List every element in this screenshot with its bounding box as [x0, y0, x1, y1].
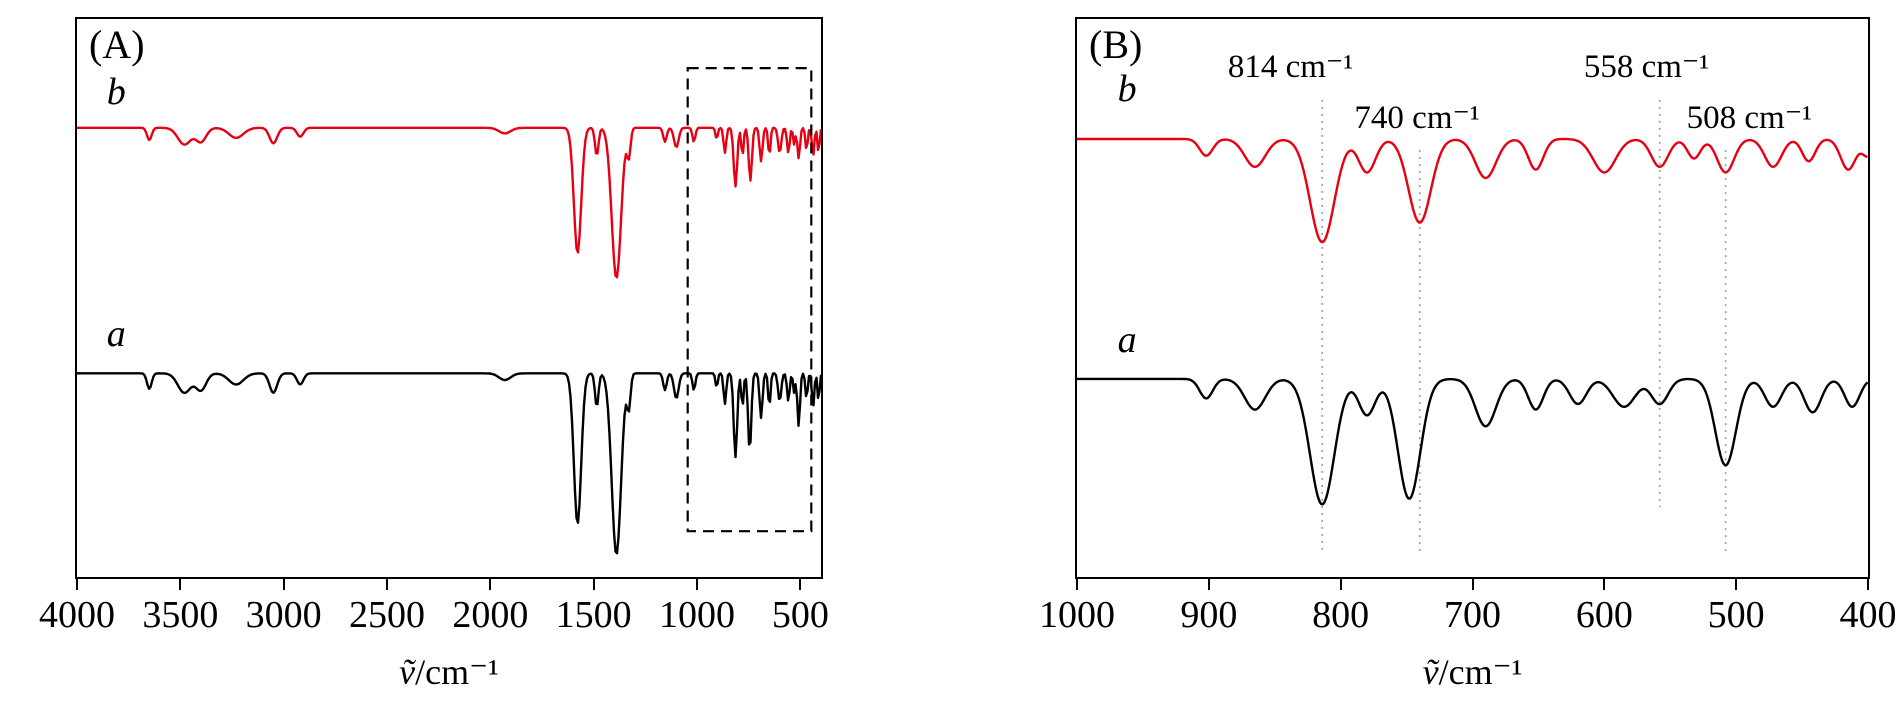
- wavenumber-unit: /cm⁻¹: [415, 652, 499, 692]
- x-tick-label: 600: [1575, 594, 1633, 636]
- panel-a-x-axis-title: ṽ/cm⁻¹: [75, 651, 823, 693]
- x-tick-label: 500: [1707, 594, 1765, 636]
- spectrum-curve-b: [77, 126, 821, 279]
- x-tick-mark: [1471, 579, 1474, 590]
- x-tick-mark: [1735, 579, 1738, 590]
- x-tick-label: 700: [1444, 594, 1501, 636]
- annotation-label-740: 740 cm⁻¹: [1354, 99, 1480, 136]
- x-tick-mark: [1867, 579, 1869, 590]
- series-label-a: a: [106, 313, 126, 356]
- annotation-label-814: 814 cm⁻¹: [1227, 49, 1354, 86]
- x-tick-mark: [696, 579, 698, 590]
- wavenumber-unit: /cm⁻¹: [1438, 652, 1523, 692]
- series-label-b: b: [106, 70, 126, 113]
- series-label-b: b: [1117, 67, 1137, 110]
- x-tick-label: 500: [771, 594, 829, 636]
- x-tick-mark: [386, 579, 388, 590]
- x-tick-label: 2500: [349, 594, 425, 636]
- panel-b-spectra-svg: [1077, 99, 1868, 552]
- x-tick-mark: [1339, 579, 1342, 590]
- series-label-a: a: [1117, 318, 1137, 361]
- panel-b: (B) 814 cm⁻¹ 740 cm⁻¹ 558 cm⁻¹ 508 cm⁻¹ b a ṽ…: [1039, 17, 1897, 707]
- spectrum-curve-a: [1077, 377, 1868, 506]
- x-tick-mark: [179, 579, 182, 590]
- x-tick-label: 1000: [1039, 594, 1115, 636]
- x-tick-label: 900: [1180, 594, 1238, 636]
- x-tick-mark: [799, 579, 802, 590]
- panel-a-spectra-svg: [77, 66, 821, 555]
- x-tick-label: 3500: [142, 594, 219, 636]
- x-tick-label: 3000: [245, 594, 322, 636]
- x-tick-label: 4000: [39, 594, 115, 636]
- x-tick-mark: [1603, 579, 1606, 590]
- panel-b-tag: (B): [1089, 22, 1143, 67]
- panel-b-x-axis-title: ṽ/cm⁻¹: [1075, 651, 1870, 693]
- x-tick-label: 400: [1839, 594, 1897, 636]
- x-tick-label: 1000: [659, 594, 735, 636]
- highlight-box: [686, 66, 813, 533]
- x-tick-mark: [489, 579, 492, 590]
- annotation-label-558: 558 cm⁻¹: [1583, 49, 1710, 86]
- x-tick-mark: [76, 579, 78, 590]
- wavenumber-symbol: ṽ: [399, 652, 416, 692]
- spectrum-curve-b: [1077, 137, 1868, 244]
- x-tick-mark: [592, 579, 595, 590]
- panel-a-tag: (A): [89, 22, 145, 67]
- x-tick-label: 1500: [555, 594, 632, 636]
- panel-b-plot-area: (B) 814 cm⁻¹ 740 cm⁻¹ 558 cm⁻¹ 508 cm⁻¹ b a: [1075, 17, 1870, 579]
- spectrum-curve-a: [77, 372, 821, 555]
- x-tick-label: 800: [1312, 594, 1370, 636]
- x-tick-mark: [1076, 579, 1078, 590]
- wavenumber-symbol: ṽ: [1422, 652, 1439, 692]
- panel-a-plot-area: (A) b a: [75, 17, 823, 579]
- x-tick-mark: [282, 579, 285, 590]
- panel-a: (A) b a ṽ/cm⁻¹ 4000 3500 3000 2500 2000 1500 10…: [39, 17, 829, 707]
- x-tick-mark: [1207, 579, 1210, 590]
- annotation-label-508: 508 cm⁻¹: [1686, 99, 1813, 136]
- x-tick-label: 2000: [452, 594, 529, 636]
